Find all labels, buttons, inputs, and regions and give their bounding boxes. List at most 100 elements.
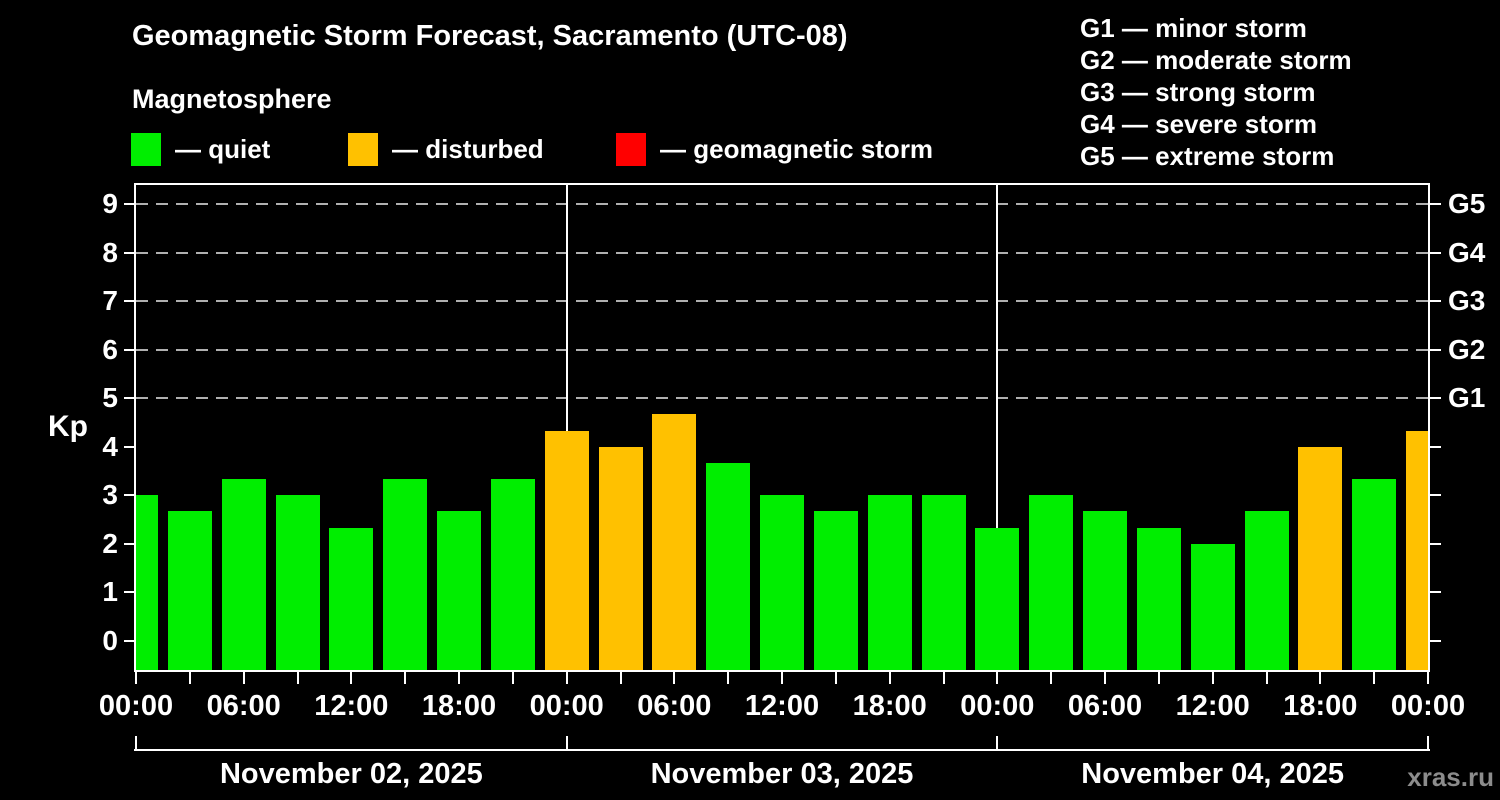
kp-bar [1029,495,1074,670]
kp-bar [1406,430,1428,670]
x-tick-label-h24: 00:00 [529,690,604,722]
legend-item-quiet: — quiet [131,133,270,166]
y-right-tick-8 [1430,251,1441,254]
x-tick-h57 [1157,672,1160,684]
y-tick-0 [124,639,134,642]
y-tick-6 [124,348,134,351]
x-tick-label-h60: 12:00 [1175,690,1250,722]
x-tick-label-h18: 18:00 [421,690,497,722]
x-tick-h39 [834,672,837,684]
x-tick-label-h0: 00:00 [98,690,174,722]
y-tick-label-8: 8 [102,236,118,268]
x-tick-label-h36: 12:00 [744,690,820,722]
g-scale-label-g5: G5 [1448,188,1486,220]
kp-bar [490,479,535,670]
date-bracket-line [134,749,1430,751]
x-tick-h66 [1319,672,1322,684]
kp-bar [867,495,912,670]
y-right-tick-2 [1430,542,1441,545]
kp-bar [221,479,266,670]
y-right-tick-6 [1430,348,1441,351]
y-axis-title: Kp [48,410,88,443]
y-tick-1 [124,591,134,594]
kp-bar [975,527,1020,670]
kp-bar [329,527,374,670]
x-tick-h69 [1373,672,1376,684]
y-right-tick-1 [1430,591,1441,594]
kp-bar [1083,511,1127,670]
legend-item-disturbed: — disturbed [348,133,544,166]
chart-subtitle: Magnetosphere [132,84,332,114]
date-label-day2: November 03, 2025 [650,758,914,790]
y-tick-label-4: 4 [102,430,118,462]
quiet-swatch-icon [131,133,161,166]
kp-bar [1298,446,1343,670]
x-tick-h54 [1104,672,1106,684]
x-tick-label-h48: 00:00 [960,690,1035,722]
y-right-tick-4 [1430,445,1441,448]
x-tick-h0 [135,672,137,684]
legend-item-label: — geomagnetic storm [660,134,934,164]
x-tick-h18 [458,672,460,684]
kp-bar [136,495,158,670]
y-right-tick-7 [1430,300,1441,303]
bracket-tick-2 [996,736,999,750]
x-tick-h72 [1427,672,1429,684]
legend-item-label: — disturbed [392,134,544,164]
y-tick-label-5: 5 [102,382,118,414]
y-right-tick-3 [1430,494,1441,497]
x-tick-h6 [242,672,245,684]
kp-bar [1352,479,1397,670]
y-tick-label-9: 9 [102,188,118,220]
g-scale-label-g1: G1 [1448,382,1486,414]
gridline-kp8 [136,251,1428,254]
kp-bar [652,414,697,670]
x-tick-h3 [188,672,191,684]
kp-bar [598,446,643,670]
kp-bar [760,495,804,670]
kp-bar [167,511,212,670]
y-tick-7 [124,300,134,303]
bracket-tick-1 [565,736,568,750]
x-tick-label-h12: 12:00 [314,690,389,722]
y-right-tick-5 [1430,397,1441,400]
y-tick-label-0: 0 [102,624,118,656]
x-tick-h27 [619,672,622,684]
y-tick-label-6: 6 [102,333,118,365]
x-tick-h33 [727,672,730,684]
storm-scale-line-g2: G2 — moderate storm [1080,45,1352,75]
y-tick-label-3: 3 [102,479,118,511]
storm-scale-legend: G1 — minor storm G2 — moderate storm G3 — … [1080,12,1352,172]
kp-bar [383,479,428,670]
x-tick-h63 [1265,672,1268,684]
day-separator-1 [565,185,568,670]
kp-bar [1190,543,1235,670]
x-tick-h36 [781,672,783,684]
x-tick-label-h42: 18:00 [852,690,927,722]
x-tick-h21 [511,672,514,684]
x-tick-label-h66: 18:00 [1283,690,1358,722]
kp-bar [275,495,320,670]
gridline-kp9 [136,203,1428,206]
g-scale-label-g3: G3 [1448,285,1486,317]
x-tick-h15 [404,672,407,684]
legend-item-label: — quiet [175,134,271,164]
watermark: xras.ru [1407,762,1494,792]
bracket-tick-0 [135,736,137,750]
x-tick-h12 [350,672,353,684]
storm-scale-line-g1: G1 — minor storm [1080,13,1307,43]
gridline-kp5 [136,397,1428,400]
disturbed-swatch-icon [348,133,378,166]
x-tick-label-h72: 00:00 [1390,690,1466,722]
x-tick-label-h30: 06:00 [637,690,712,722]
kp-bar-plot-area [134,183,1430,672]
geomagnetic-storm-swatch-icon [616,133,646,166]
kp-bar [437,511,481,670]
x-tick-h9 [296,672,299,684]
storm-scale-line-g5: G5 — extreme storm [1080,141,1335,171]
x-tick-label-h54: 06:00 [1067,690,1143,722]
y-tick-5 [124,397,134,400]
kp-bar [1244,511,1289,670]
kp-bar [921,495,966,670]
